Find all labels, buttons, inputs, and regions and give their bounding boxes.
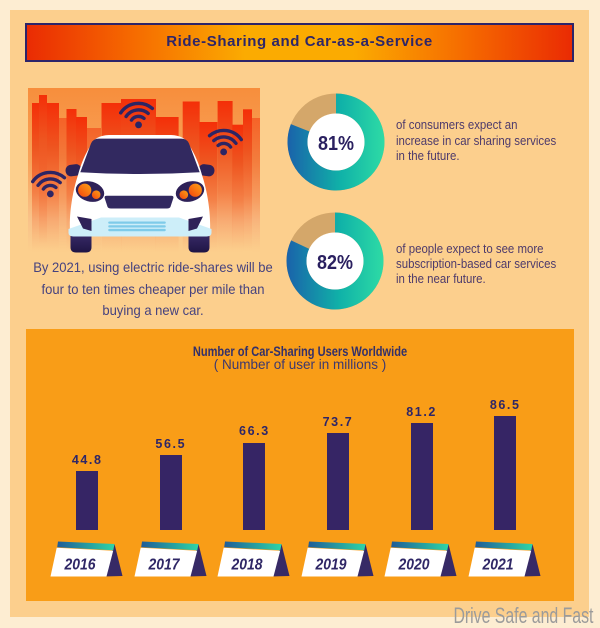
svg-text:2020: 2020 [398, 557, 430, 574]
svg-text:2016: 2016 [64, 557, 96, 574]
svg-text:2018: 2018 [231, 557, 263, 574]
svg-text:82%: 82% [317, 251, 353, 274]
svg-text:2021: 2021 [482, 557, 514, 574]
svg-text:2019: 2019 [314, 557, 346, 574]
svg-text:2017: 2017 [147, 557, 180, 574]
svg-text:81%: 81% [318, 132, 354, 155]
